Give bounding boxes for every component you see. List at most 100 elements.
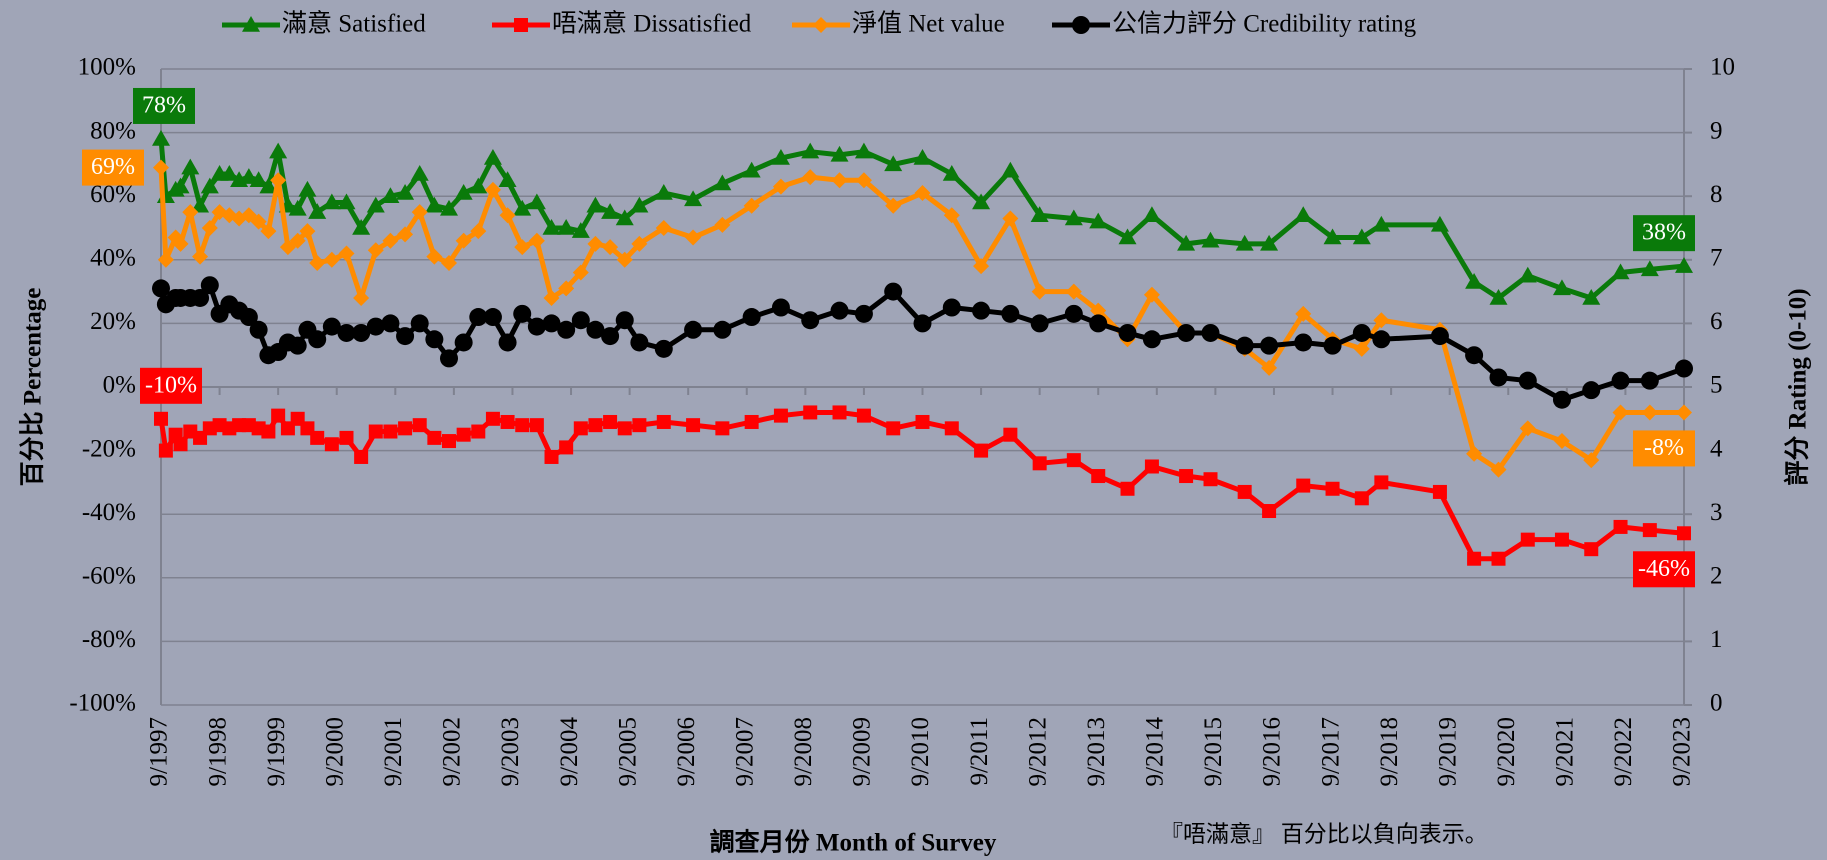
marker	[1091, 469, 1106, 484]
marker	[1065, 283, 1082, 300]
marker	[483, 149, 502, 165]
marker	[322, 317, 341, 336]
marker	[1294, 206, 1313, 223]
x-tick-label: 9/2004	[556, 717, 583, 787]
marker	[1611, 371, 1630, 390]
x-tick-label: 9/2022	[1610, 717, 1637, 786]
marker	[455, 232, 472, 249]
marker	[182, 204, 199, 221]
marker	[656, 414, 671, 429]
marker	[513, 304, 532, 323]
marker	[1518, 266, 1537, 283]
marker	[249, 320, 268, 339]
marker	[1235, 336, 1254, 355]
x-tick-label: 9/1999	[263, 717, 290, 786]
marker	[944, 421, 959, 436]
marker	[397, 226, 414, 243]
x-tick-label: 9/2015	[1200, 717, 1227, 786]
legend-label: 公信力評分 Credibility rating	[1112, 10, 1417, 38]
marker	[454, 333, 473, 352]
legend-item: 公信力評分 Credibility rating	[1052, 10, 1417, 38]
marker	[913, 314, 932, 333]
marker	[1372, 215, 1391, 232]
marker	[337, 193, 356, 210]
y-tick-label: -20%	[82, 435, 136, 462]
marker	[527, 317, 546, 336]
marker	[242, 16, 260, 32]
marker	[298, 180, 317, 197]
marker	[558, 280, 575, 297]
marker	[152, 129, 170, 146]
marker	[322, 193, 341, 210]
marker	[308, 330, 327, 349]
marker	[771, 298, 790, 317]
marker	[1582, 381, 1601, 400]
marker	[615, 209, 634, 226]
x-axis-title: 調查月份 Month of Survey	[710, 828, 997, 857]
y-tick-label: -40%	[82, 499, 136, 526]
marker	[801, 142, 820, 159]
marker	[973, 258, 990, 275]
marker	[1118, 228, 1137, 245]
marker	[366, 317, 385, 336]
marker	[498, 171, 517, 188]
marker	[441, 254, 458, 271]
marker	[529, 418, 544, 433]
marker	[1465, 346, 1484, 365]
marker	[802, 169, 819, 186]
marker	[1430, 327, 1449, 346]
marker	[542, 219, 561, 235]
marker	[1323, 228, 1342, 245]
data-label: -8%	[1644, 435, 1684, 461]
marker	[1072, 16, 1090, 34]
marker	[191, 288, 210, 307]
label-box	[1633, 551, 1695, 588]
marker	[1675, 359, 1693, 378]
x-tick-label: 9/2007	[732, 717, 759, 786]
marker	[1467, 551, 1482, 566]
marker	[557, 219, 576, 235]
marker	[832, 405, 847, 420]
y2-tick-label: 10	[1710, 54, 1735, 81]
marker	[854, 304, 873, 323]
marker	[1089, 314, 1108, 333]
marker	[352, 219, 371, 235]
marker	[1260, 234, 1279, 251]
marker	[1296, 478, 1311, 493]
marker	[943, 207, 960, 224]
x-tick-label: 9/2012	[1024, 717, 1051, 786]
marker	[366, 196, 385, 213]
marker	[1064, 209, 1083, 226]
marker	[367, 242, 384, 259]
marker	[337, 323, 356, 342]
marker	[1261, 359, 1278, 376]
marker	[744, 414, 759, 429]
marker	[368, 424, 383, 439]
marker	[1201, 231, 1220, 248]
marker	[239, 308, 258, 327]
marker	[454, 184, 473, 200]
marker	[200, 177, 219, 194]
marker	[602, 239, 619, 256]
marker	[586, 320, 605, 339]
y-tick-label: 100%	[78, 54, 136, 81]
marker	[410, 164, 429, 181]
marker	[469, 308, 488, 327]
marker	[685, 229, 702, 246]
marker	[1354, 491, 1369, 506]
x-tick-label: 9/2016	[1259, 717, 1286, 786]
marker	[588, 418, 603, 433]
y-tick-label: -100%	[69, 690, 136, 717]
marker	[181, 158, 200, 175]
marker	[528, 232, 545, 249]
marker	[1352, 228, 1371, 245]
marker	[1640, 371, 1659, 390]
marker	[200, 276, 219, 295]
marker	[1640, 260, 1659, 277]
marker	[410, 314, 429, 333]
marker	[191, 196, 210, 213]
marker	[654, 184, 673, 200]
marker	[886, 421, 901, 436]
marker	[412, 418, 427, 433]
marker	[469, 177, 488, 194]
